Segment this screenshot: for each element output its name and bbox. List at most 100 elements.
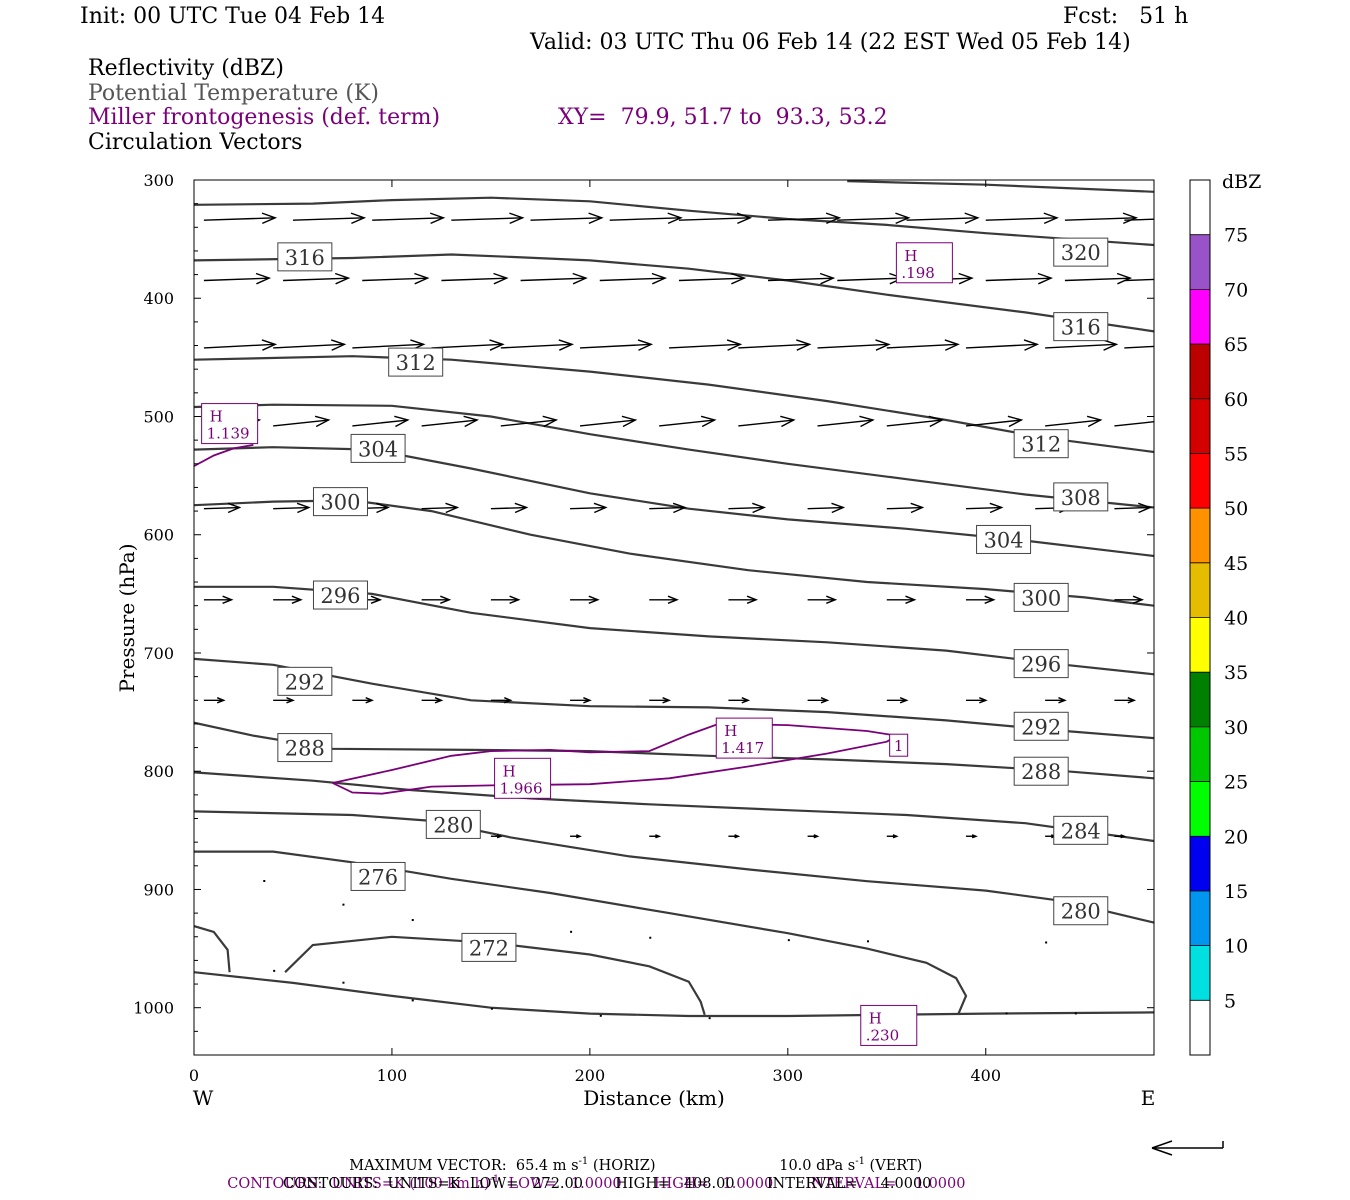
vector-head <box>1132 595 1145 604</box>
circulation-vector <box>203 272 272 285</box>
colorbar-unit: dBZ <box>1222 171 1261 193</box>
vector-head <box>593 502 608 514</box>
vector-head <box>780 415 796 428</box>
circulation-vector <box>965 834 978 839</box>
circulation-vector <box>649 834 662 839</box>
vector-head <box>621 415 638 428</box>
circulation-vector <box>886 595 917 604</box>
circulation-vector <box>273 339 347 351</box>
theta-label-box <box>425 809 481 839</box>
vector-head <box>831 502 846 514</box>
circulation-vector <box>441 272 509 285</box>
vector-head <box>291 595 303 604</box>
vector-dot <box>866 940 869 943</box>
theta-label-text: 296 <box>320 584 360 608</box>
theta-contour-label: 312 <box>1013 429 1069 459</box>
vector-dot <box>1074 1012 1077 1015</box>
vector-shaft <box>817 343 889 349</box>
vector-shaft <box>570 506 606 510</box>
circulation-vector <box>985 212 1059 225</box>
vector-head <box>286 697 295 704</box>
vector-head <box>746 595 759 604</box>
theta-label-box <box>312 487 368 517</box>
vector-head <box>350 212 367 225</box>
vector-head <box>493 272 509 285</box>
vector-shaft <box>678 277 745 282</box>
circulation-vector <box>817 415 875 428</box>
vector-head <box>667 212 683 225</box>
theta-label-box <box>388 347 444 377</box>
circulation-vector <box>817 339 891 351</box>
valid-time: Valid: 03 UTC Thu 06 Feb 14 (22 EST Wed … <box>530 30 1131 55</box>
vector-shaft <box>965 419 1022 427</box>
colorbar-label: 30 <box>1224 717 1248 739</box>
circulation-vector <box>728 502 767 514</box>
circulation-vector <box>421 595 452 604</box>
colorbar-label: 65 <box>1224 334 1248 356</box>
theta-label-text: 300 <box>1021 586 1061 610</box>
theta-contour-label: 296 <box>312 580 368 610</box>
theta-label-box <box>1013 582 1069 612</box>
vector-shaft <box>837 277 903 282</box>
vector-shaft <box>352 343 424 349</box>
theta-contour-label: 284 <box>1053 815 1109 845</box>
vector-head <box>330 339 347 351</box>
vector-head <box>222 595 234 604</box>
circulation-vector <box>1114 595 1145 604</box>
vector-shaft <box>273 343 345 349</box>
circulation-vector <box>738 339 812 351</box>
circulation-vector <box>1124 218 1154 221</box>
theta-contour-label: 300 <box>1013 582 1069 612</box>
vector-shaft <box>659 419 715 427</box>
x-axis-label: Distance (km) <box>583 1086 725 1110</box>
vector-shaft <box>886 506 923 510</box>
colorbar-swatch <box>1190 890 1210 946</box>
colorbar-swatch <box>1190 289 1210 345</box>
circulation-vector <box>1114 502 1152 514</box>
x-tick-label: 100 <box>377 1066 408 1085</box>
theta-contour-label: 288 <box>1013 756 1069 786</box>
vector-head <box>227 502 242 514</box>
vector-shaft <box>283 277 349 282</box>
vector-shaft <box>421 419 478 427</box>
vector-shaft <box>372 217 444 221</box>
vector-head <box>895 212 911 225</box>
vector-head <box>1127 697 1137 704</box>
theta-label-text: 280 <box>433 813 473 837</box>
vector-shaft <box>203 277 270 282</box>
circulation-vector <box>609 212 683 225</box>
theta-label-box <box>1053 815 1109 845</box>
vector-head <box>820 697 830 704</box>
vector-dot <box>599 1014 602 1017</box>
vector-head <box>434 697 444 704</box>
theta-label-box <box>1053 237 1109 267</box>
circulation-vector <box>490 834 503 839</box>
vector-head <box>296 502 311 514</box>
circulation-vector <box>837 212 911 225</box>
colorbar-swatch <box>1190 836 1210 891</box>
theta-label-text: 316 <box>1061 316 1101 340</box>
circulation-vector <box>490 502 529 514</box>
circulation-vector <box>1045 697 1067 704</box>
circulation-vector <box>579 415 638 428</box>
vector-dot <box>411 999 414 1002</box>
circulation-vector <box>421 697 444 704</box>
vector-shaft <box>738 419 794 427</box>
vector-head <box>576 834 582 839</box>
vector-shaft <box>609 217 681 221</box>
colorbar: 5 10 15 20 25 30 35 40 45 50 55 60 65 70 75 <box>1189 179 1248 1056</box>
colorbar-swatch <box>1190 672 1210 727</box>
circulation-vector <box>500 339 575 351</box>
circulation-vector <box>886 502 925 514</box>
frontogenesis-contours <box>194 444 900 795</box>
colorbar-label: 55 <box>1224 443 1248 465</box>
theta-contour-line <box>194 971 1154 1018</box>
vector-head <box>509 212 525 225</box>
vector-head <box>796 339 812 351</box>
vector-head <box>989 502 1004 514</box>
circulation-vector <box>1124 345 1154 349</box>
frontogenesis-label-box <box>895 242 953 284</box>
theta-contour-label: 312 <box>388 347 444 377</box>
vector-head <box>1037 272 1053 285</box>
vector-head <box>365 697 374 704</box>
